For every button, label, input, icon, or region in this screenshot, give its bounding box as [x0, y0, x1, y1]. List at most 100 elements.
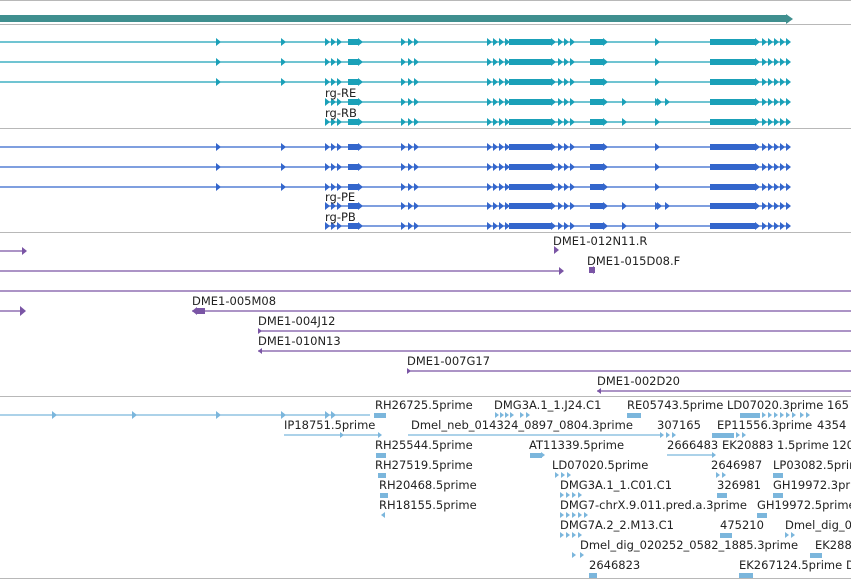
est-label[interactable]: AT11339.5prime	[529, 438, 625, 452]
clone-label[interactable]: DME1-010N13	[258, 334, 341, 348]
transcript-exon-tip	[603, 58, 608, 66]
protein-exon-tip	[603, 202, 608, 210]
est-label[interactable]: EK20883	[722, 438, 774, 452]
est-label[interactable]: DMG3A.1_1.J24.C1	[494, 398, 602, 412]
est-label[interactable]: 2666483	[667, 438, 719, 452]
protein-exon	[499, 202, 504, 210]
transcript-exon	[487, 98, 492, 106]
est-arrow	[560, 492, 564, 498]
clone-label[interactable]: DME1-005M08	[192, 294, 277, 308]
est-label[interactable]: RH20468.5prime	[379, 478, 477, 492]
est-label[interactable]: GH19972.5prime	[757, 498, 851, 512]
est-arrow	[786, 412, 790, 418]
clone-end	[589, 267, 595, 273]
track-divider	[0, 396, 851, 397]
transcript-exon	[487, 58, 492, 66]
est-label[interactable]: LP03082.5prime	[773, 458, 851, 472]
est-label[interactable]: 120	[832, 438, 851, 452]
protein-exon	[657, 202, 662, 210]
transcript-exon-tip	[358, 98, 363, 106]
est-label[interactable]: RH25544.5prime	[375, 438, 473, 452]
transcript-exon	[657, 98, 662, 106]
protein-exon	[408, 202, 413, 210]
est-label[interactable]: Dmel_dig_0	[785, 518, 851, 532]
clone-label[interactable]: DME1-012N11.R	[553, 234, 648, 248]
protein-exon	[710, 203, 755, 209]
est-label[interactable]: 2646987	[711, 458, 763, 472]
est-label[interactable]: 326981	[717, 478, 761, 492]
est-label[interactable]: EP11556.3prime	[717, 418, 813, 432]
est-label[interactable]: 165	[827, 398, 849, 412]
transcript-exon	[570, 78, 575, 86]
est-arrow	[762, 412, 766, 418]
protein-label[interactable]: rg-PB	[325, 210, 356, 224]
protein-exon-tip	[358, 183, 363, 191]
transcript-exon	[493, 58, 498, 66]
transcript-exon	[710, 39, 755, 45]
est-label[interactable]: DMG3A.1_1.C01.C1	[560, 478, 673, 492]
est-block	[374, 413, 386, 418]
transcript-exon-tip	[551, 38, 556, 46]
est-block	[530, 453, 542, 458]
protein-exon	[487, 163, 492, 171]
est-label[interactable]: RE05743.5prime	[627, 398, 724, 412]
protein-exon-tip	[755, 202, 760, 210]
clone-label[interactable]: DME1-015D08.F	[587, 254, 681, 268]
clone-label[interactable]: DME1-007G17	[407, 354, 491, 368]
transcript-exon-tip	[603, 38, 608, 46]
est-label[interactable]: 2646823	[589, 558, 641, 572]
clone-end	[196, 308, 205, 314]
est-label[interactable]: IP18751.5prime	[284, 418, 376, 432]
transcript-exon	[348, 99, 358, 105]
protein-exon	[786, 202, 791, 210]
est-arrow	[780, 412, 784, 418]
protein-exon	[401, 222, 406, 230]
est-label[interactable]: DMG7-chrX.9.011.pred.a.3prime	[560, 498, 747, 512]
transcript-exon	[337, 38, 342, 46]
est-label[interactable]: Dmel_dig_020252_0582_1885.3prime	[580, 538, 799, 552]
protein-exon	[337, 183, 342, 191]
transcript-label[interactable]: rg-RB	[325, 106, 357, 120]
clone-label[interactable]: DME1-004J12	[258, 314, 336, 328]
est-label[interactable]: 475210	[720, 518, 764, 532]
protein-exon	[505, 202, 510, 210]
transcript-exon	[762, 58, 767, 66]
protein-exon	[558, 222, 563, 230]
est-label[interactable]: EK267124.5prime	[739, 558, 843, 572]
clone-arrow	[22, 247, 27, 255]
track-divider	[0, 24, 851, 25]
transcript-exon	[768, 38, 773, 46]
est-block	[773, 493, 783, 498]
est-label[interactable]: EK288	[815, 538, 851, 552]
transcript-exon	[762, 78, 767, 86]
gene-strand-arrow	[786, 14, 793, 24]
est-label[interactable]: RH18155.5prime	[379, 498, 477, 512]
protein-exon	[786, 163, 791, 171]
est-label[interactable]: RH27519.5prime	[375, 458, 473, 472]
est-label[interactable]: Dmel_neb_014324_0897_0804.3prime	[411, 418, 633, 432]
clone-label[interactable]: DME1-002D20	[597, 374, 680, 388]
est-label[interactable]: DMG7A.2_2.M13.C1	[560, 518, 674, 532]
est-label[interactable]: LD07020.5prime	[552, 458, 649, 472]
est-label[interactable]: GH19972.3prim	[773, 478, 851, 492]
est-label[interactable]: 4354	[817, 418, 847, 432]
transcript-exon	[348, 79, 358, 85]
est-label[interactable]: LD07020.3prime	[727, 398, 824, 412]
track-divider	[0, 578, 851, 579]
est-label[interactable]: 307165	[657, 418, 701, 432]
gene-bar[interactable]	[0, 15, 786, 22]
protein-label[interactable]: rg-PE	[325, 190, 356, 204]
transcript-exon	[493, 38, 498, 46]
protein-exon	[762, 202, 767, 210]
protein-exon	[499, 143, 504, 151]
protein-exon	[768, 143, 773, 151]
protein-exon	[710, 144, 755, 150]
est-label[interactable]: RH26725.5prime	[375, 398, 473, 412]
est-label[interactable]: D	[846, 558, 851, 572]
transcript-exon	[505, 78, 510, 86]
transcript-exon	[780, 98, 785, 106]
transcript-label[interactable]: rg-RE	[325, 86, 357, 100]
est-label[interactable]: 1.5prime	[777, 438, 829, 452]
